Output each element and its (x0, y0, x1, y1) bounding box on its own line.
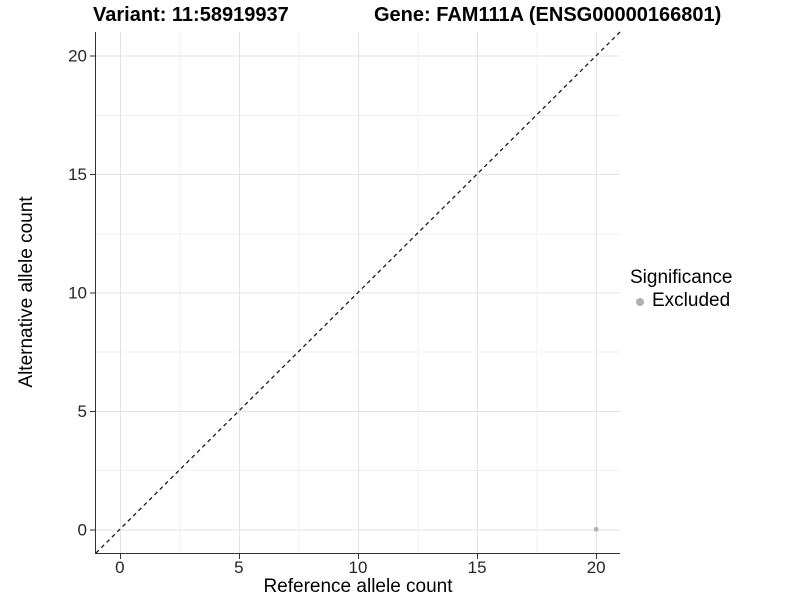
y-tick-label: 15 (68, 165, 87, 184)
x-tick-label: 15 (468, 558, 487, 577)
variant-title: Variant: 11:58919937 (93, 4, 289, 26)
gene-title: Gene: FAM111A (ENSG00000166801) (374, 4, 722, 26)
y-tick-label: 10 (68, 284, 87, 303)
legend: Significance Excluded (630, 266, 732, 312)
legend-item: Excluded (630, 290, 732, 312)
y-axis-title: Alternative allele count (16, 196, 37, 388)
y-tick-label: 20 (68, 47, 87, 66)
y-tick-label: 0 (78, 520, 87, 539)
excluded-point-icon (636, 298, 644, 306)
x-tick-label: 5 (234, 558, 243, 577)
x-axis-title: Reference allele count (263, 576, 453, 597)
x-tick-label: 10 (349, 558, 368, 577)
legend-title: Significance (630, 267, 733, 288)
identity-dashed-line (95, 31, 621, 554)
x-tick-label: 0 (115, 558, 124, 577)
data-point (593, 526, 599, 532)
x-tick-label: 20 (587, 558, 606, 577)
legend-item-label: Excluded (652, 290, 731, 311)
legend-swatch-dot (636, 298, 644, 306)
y-tick-label: 5 (78, 402, 87, 421)
